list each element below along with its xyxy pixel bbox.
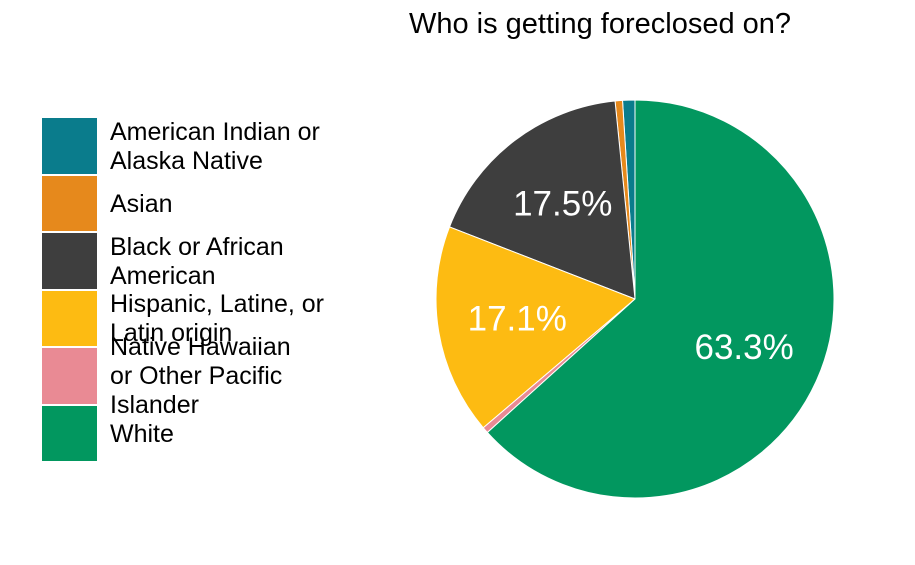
- pie-data-label: 17.5%: [513, 184, 612, 223]
- legend-swatch: [42, 175, 97, 231]
- legend-item: White: [42, 405, 382, 464]
- legend-swatch: [42, 405, 97, 461]
- pie-slice: [448, 100, 636, 300]
- legend-item: Hispanic, Latine, or Latin origin: [42, 290, 382, 349]
- legend-swatch: [42, 233, 97, 289]
- legend-item: Asian: [42, 175, 382, 234]
- legend-label: American Indian or Alaska Native: [110, 117, 320, 175]
- legend-label: Asian: [110, 189, 173, 218]
- legend-item: American Indian or Alaska Native: [42, 118, 382, 176]
- legend-swatch: [42, 290, 97, 346]
- pie-slice: [486, 99, 835, 499]
- legend-label: Black or African American: [110, 232, 284, 290]
- legend: American Indian or Alaska Native Asian Bla…: [42, 118, 382, 463]
- chart-title: Who is getting foreclosed on?: [408, 8, 792, 40]
- pie-data-label: 17.1%: [468, 299, 567, 338]
- legend-swatch: [42, 348, 97, 404]
- pie-data-label: 63.3%: [695, 328, 794, 367]
- legend-label: Hispanic, Latine, or Latin origin: [110, 290, 325, 348]
- legend-item: Black or African American: [42, 233, 382, 291]
- pie-slice: [435, 226, 636, 429]
- legend-swatch: [42, 118, 97, 174]
- legend-label: White: [110, 419, 174, 448]
